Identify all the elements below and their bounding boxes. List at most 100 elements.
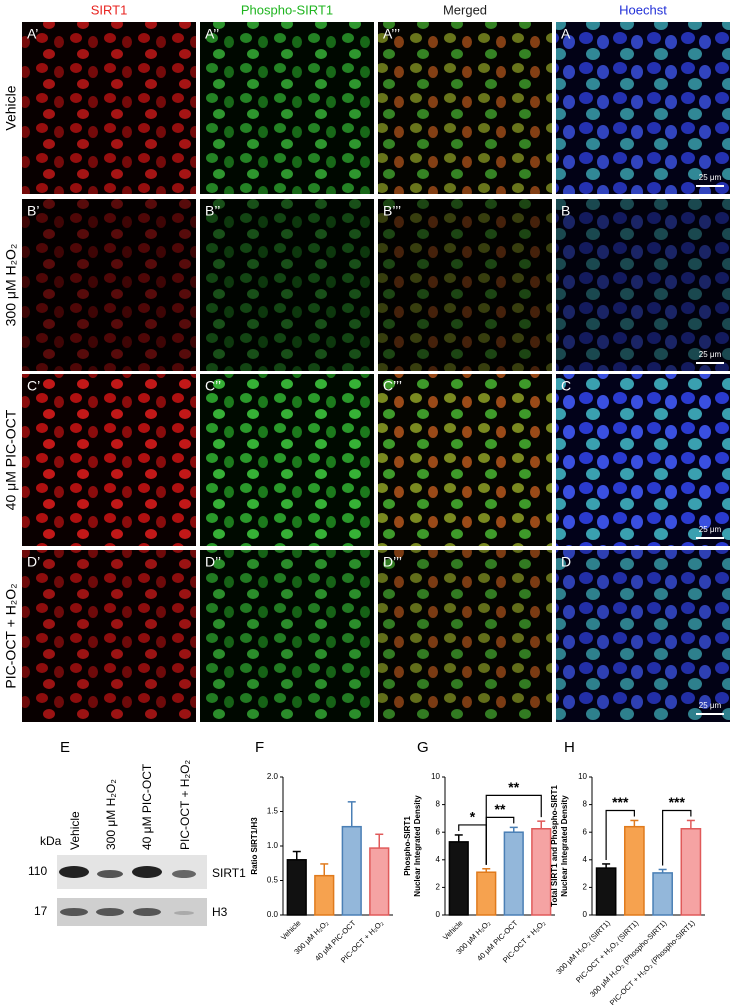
mw-unit: kDa [40,834,62,848]
bar [476,871,497,916]
band [59,866,89,878]
lane-label: Vehicle [68,811,82,850]
band [60,908,88,916]
panel-label: A’’’ [383,26,400,42]
band [132,866,162,878]
row-label: PIC-OCT + H₂O₂ [3,583,19,688]
error-bar [686,819,695,829]
error-bar [602,863,611,869]
micrograph [22,22,196,194]
panel-letter: H [564,739,575,756]
y-tick-label: 2.0 [267,772,279,781]
x-tick-label: Vehicle [441,918,464,941]
scale-bar-label: 25 μm [699,701,722,710]
y-tick-label: 2 [436,883,441,892]
significance-label: ** [495,801,506,817]
panel-label: C’’’ [383,378,402,394]
panel-label: B’’ [205,203,220,219]
significance-label: ** [508,779,519,795]
y-tick-label: 1.5 [267,807,279,816]
error-bar [320,863,329,876]
bar [624,825,645,916]
bar [341,825,362,916]
micrograph [22,550,196,722]
lane-label: 40 μM PIC-OCT [140,763,154,850]
y-tick-label: 0 [436,910,441,919]
significance-label: *** [612,794,629,810]
x-tick-label: 300 μM H₂O₂ (SIRT1) [554,918,612,976]
bar [448,841,469,916]
y-tick-label: 0 [583,910,588,919]
y-axis-label: Ratio SIRT1/H3 [250,817,259,875]
band [96,908,124,916]
panel-label: D’’’ [383,554,402,570]
lane-label: PIC-OCT + H₂O₂ [178,760,192,850]
significance-label: *** [669,794,686,810]
row-label: 300 μM H₂O₂ [3,244,19,327]
significance-label: * [470,809,476,825]
micrograph [378,199,552,371]
band [174,911,194,915]
column-header: Merged [443,2,487,17]
panel-label: D’’ [205,554,221,570]
error-bar [658,868,667,873]
micrograph [378,22,552,194]
significance-bracket [662,809,692,866]
y-tick-label: 4 [436,855,441,864]
lane-label: 300 μM H₂O₂ [104,779,118,850]
bar [595,867,617,916]
column-header: Phospho-SIRT1 [241,2,333,17]
column-header: Hoechst [619,2,667,17]
y-axis-label: Nuclear Integrated Density [413,795,422,897]
y-tick-label: 0.0 [267,910,279,919]
column-header: SIRT1 [91,2,128,17]
y-tick-label: 2 [583,883,588,892]
micrograph [378,550,552,722]
bar [503,831,524,916]
y-tick-label: 8 [436,800,441,809]
panel-letter: E [60,739,70,756]
micrograph [22,199,196,371]
error-bar [375,833,384,849]
micrograph [556,22,730,194]
band [133,908,161,916]
micrograph [200,550,374,722]
panel-label: B’ [27,203,39,219]
error-bar [509,826,518,833]
error-bar [630,819,639,827]
scale-bar-label: 25 μm [699,173,722,182]
micrograph [22,374,196,546]
error-bar [347,801,356,827]
band [172,870,196,878]
row-label: Vehicle [3,85,19,130]
bar [652,872,673,916]
panel-label: D [561,554,571,570]
panel-letter: F [255,739,264,756]
x-tick-label: Vehicle [279,918,302,941]
bar [531,828,552,916]
western-blot: E kDa 110 17 SIRT1 H3 [28,739,246,926]
scale-bar-label: 25 μm [699,350,722,359]
y-tick-label: 0.5 [267,876,279,885]
y-tick-label: 10 [578,772,587,781]
y-tick-label: 6 [583,827,588,836]
significance-bracket [485,794,542,865]
micrograph [556,550,730,722]
scale-bar-label: 25 μm [699,525,722,534]
panel-label: D’ [27,554,40,570]
y-tick-label: 4 [583,855,588,864]
bar [314,874,335,916]
panel-label: A’ [27,26,38,42]
micrograph [200,199,374,371]
error-bar [454,834,463,842]
y-tick-label: 1.0 [267,841,279,850]
panel-label: C’’ [205,378,221,394]
y-axis-label: Total SIRT1 and Phospho-SIRT1 [550,785,559,907]
panel-label: C’ [27,378,40,394]
y-tick-label: 10 [431,772,440,781]
mw-label: 110 [28,864,47,878]
y-tick-label: 8 [583,800,588,809]
micrograph [556,199,730,371]
panel-label: A [561,26,571,42]
